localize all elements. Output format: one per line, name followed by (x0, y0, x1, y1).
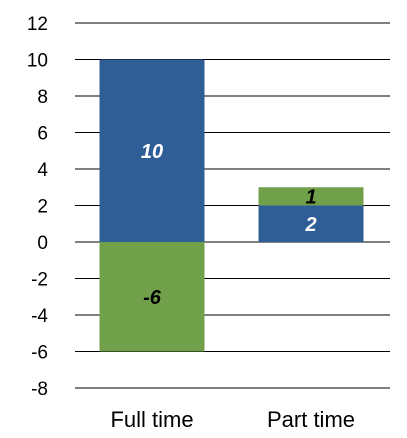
y-axis-tick-labels: 12 10 8 6 4 2 0 -2 -4 -6 -8 (27, 14, 49, 400)
y-tick-label-1: 10 (27, 51, 48, 72)
y-tick-label-4: 4 (37, 160, 48, 181)
y-tick-label-5: 2 (37, 197, 48, 218)
y-tick-label-10: -8 (31, 379, 48, 400)
y-tick-label-2: 8 (37, 87, 48, 108)
y-tick-label-8: -4 (31, 306, 48, 327)
y-tick-label-3: 6 (37, 124, 48, 145)
y-tick-label-9: -6 (31, 343, 48, 364)
bar-part-time-series-1 (258, 187, 364, 206)
data-label-part-time-series-1: 1 (305, 186, 316, 208)
bar-full-time-series-0 (99, 59, 205, 242)
x-axis-category-labels: Full time Part time (110, 407, 355, 432)
y-tick-label-6: 0 (37, 233, 48, 254)
bar-full-time-series-1 (99, 242, 205, 352)
bar-part-time-series-0 (258, 205, 364, 242)
x-category-label-0: Full time (110, 407, 193, 432)
y-tick-label-7: -2 (31, 270, 48, 291)
bars (99, 59, 364, 352)
data-label-part-time-series-0: 2 (304, 214, 316, 236)
y-tick-label-0: 12 (27, 14, 48, 35)
data-label-full-time-series-1: -6 (143, 287, 162, 309)
data-label-full-time-series-0: 10 (141, 141, 163, 163)
x-category-label-1: Part time (267, 407, 355, 432)
data-labels: 10 -6 2 1 (141, 141, 317, 309)
